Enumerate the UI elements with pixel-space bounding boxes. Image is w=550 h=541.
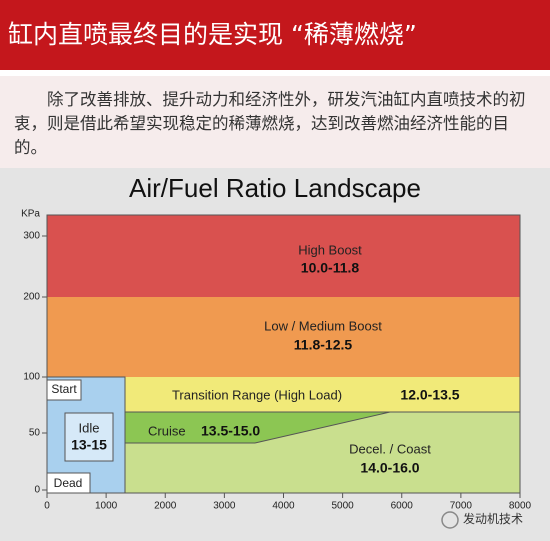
region-range: 11.8-12.5 — [294, 337, 353, 353]
x-tick-label: 1000 — [95, 501, 118, 512]
region-label: High Boost — [298, 242, 362, 257]
region-range: 12.0-13.5 — [400, 387, 459, 403]
region-border — [254, 411, 391, 444]
x-tick-label: 3000 — [213, 501, 236, 512]
region-label: Decel. / Coast — [349, 441, 431, 456]
region-range: 10.0-11.8 — [301, 260, 360, 276]
region-label: Start — [51, 382, 77, 396]
region-range: 13.5-15.0 — [201, 423, 260, 439]
y-tick-label: 300 — [23, 231, 40, 242]
idle-box — [64, 412, 114, 462]
header-title: 缸内直喷最终目的是实现 “稀薄燃烧” — [0, 0, 550, 70]
region-range: 13-15 — [71, 437, 107, 453]
y-tick-label: 100 — [23, 372, 40, 383]
region-label: Idle — [79, 420, 100, 435]
region-label: Dead — [54, 476, 83, 490]
region-label: Transition Range (High Load) — [172, 387, 342, 402]
region-range: 14.0-16.0 — [360, 460, 419, 476]
region-label: Cruise — [148, 423, 186, 438]
region-high-boost — [47, 215, 520, 297]
x-tick-label: 8000 — [509, 501, 532, 512]
diagram: Air/Fuel Ratio Landscape High Boost 10.0… — [0, 168, 550, 541]
watermark-icon — [441, 511, 459, 529]
intro-text: 除了改善排放、提升动力和经济性外，研发汽油缸内直喷技术的初衷，则是借此希望实现稳… — [0, 76, 550, 168]
x-tick-label: 2000 — [154, 501, 177, 512]
y-tick-label: 0 — [34, 485, 40, 496]
diagram-title: Air/Fuel Ratio Landscape — [129, 173, 421, 203]
region-label: Low / Medium Boost — [264, 318, 382, 333]
x-tick-label: 6000 — [391, 501, 414, 512]
x-tick-label: 7000 — [450, 501, 473, 512]
x-tick-label: 4000 — [272, 501, 295, 512]
y-unit: KPa — [21, 209, 40, 220]
region-low-medium-boost — [47, 297, 520, 377]
region-transition — [125, 377, 520, 412]
y-tick-label: 50 — [29, 428, 41, 439]
watermark: 发动机技术 — [463, 511, 523, 526]
x-tick-label: 5000 — [332, 501, 355, 512]
region-cruise — [125, 412, 390, 443]
y-tick-label: 200 — [23, 292, 40, 303]
x-tick-label: 0 — [44, 501, 50, 512]
